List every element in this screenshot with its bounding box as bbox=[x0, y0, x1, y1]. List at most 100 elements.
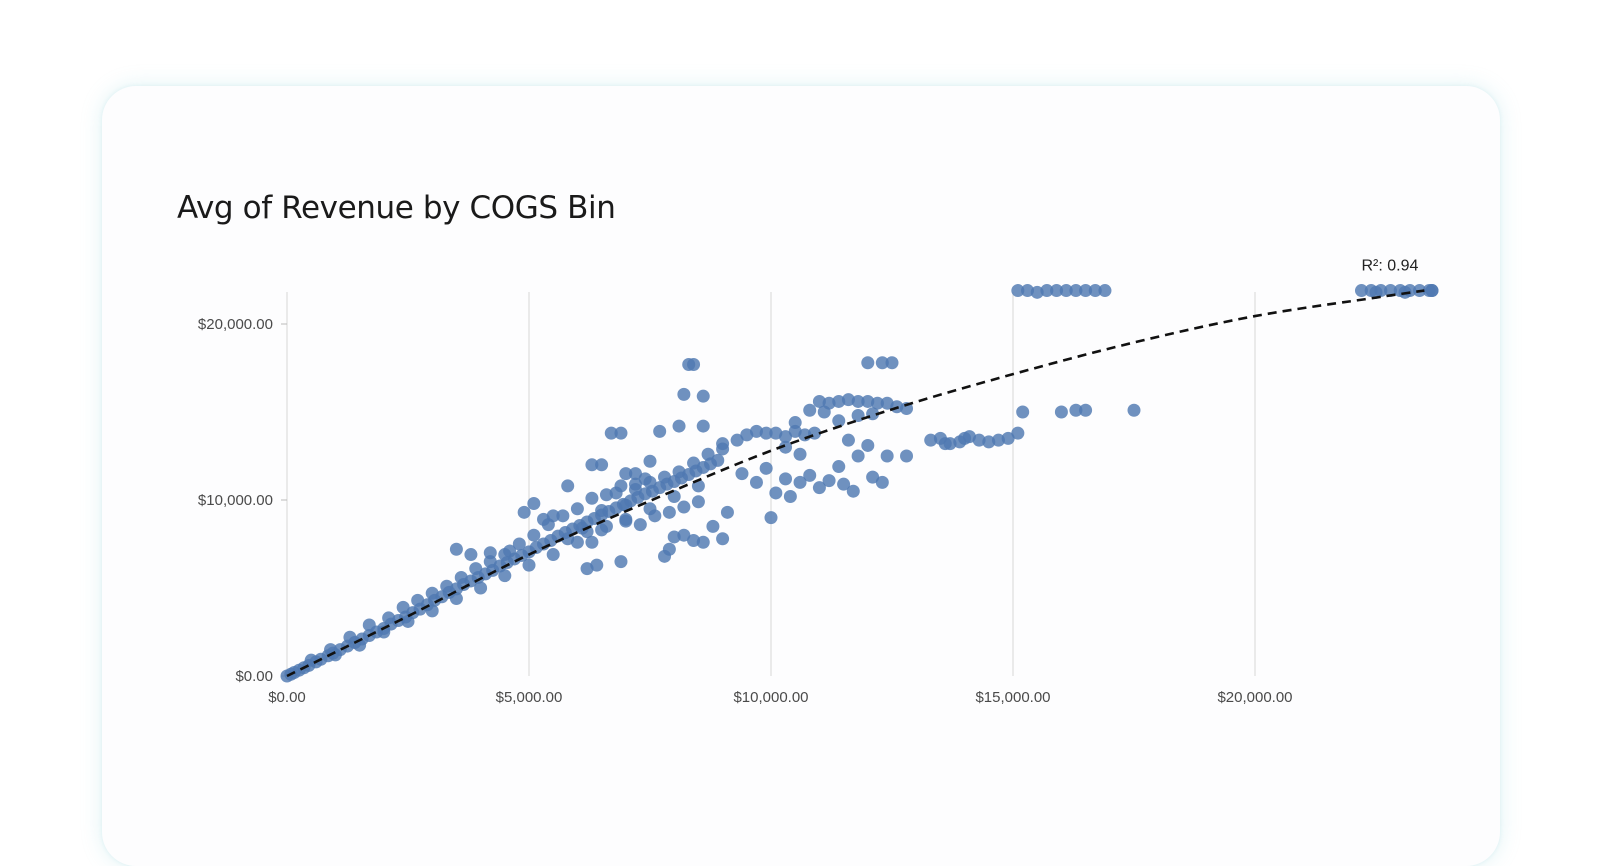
data-point bbox=[861, 394, 875, 408]
data-point bbox=[982, 435, 996, 449]
data-point bbox=[633, 518, 647, 532]
data-point bbox=[585, 458, 599, 472]
data-point bbox=[595, 458, 609, 472]
data-point bbox=[759, 426, 773, 440]
data-point bbox=[662, 505, 676, 519]
data-point bbox=[779, 472, 793, 486]
data-point bbox=[687, 533, 701, 547]
data-point bbox=[546, 548, 560, 562]
data-point bbox=[561, 479, 575, 493]
data-point bbox=[638, 472, 652, 486]
data-point bbox=[817, 405, 831, 419]
data-point bbox=[866, 470, 880, 484]
data-point bbox=[851, 449, 865, 463]
data-point bbox=[1054, 405, 1068, 419]
data-point bbox=[614, 555, 628, 569]
y-tick-label-2: $20,000.00 bbox=[198, 316, 273, 333]
data-point bbox=[1069, 403, 1083, 417]
data-point bbox=[619, 467, 633, 481]
data-point bbox=[812, 481, 826, 495]
data-point bbox=[861, 356, 875, 370]
x-tick-label-2: $10,000.00 bbox=[733, 689, 808, 706]
data-point bbox=[783, 489, 797, 503]
data-point bbox=[454, 570, 468, 584]
data-point bbox=[687, 456, 701, 470]
trendline bbox=[286, 289, 1425, 678]
x-tick-label-4: $20,000.00 bbox=[1217, 689, 1292, 706]
data-point bbox=[1011, 284, 1025, 298]
data-point bbox=[590, 558, 604, 572]
data-point bbox=[1079, 284, 1093, 298]
data-point bbox=[706, 519, 720, 533]
data-point bbox=[1088, 284, 1102, 298]
data-point bbox=[449, 542, 463, 556]
data-point bbox=[793, 475, 807, 489]
data-point bbox=[832, 394, 846, 408]
data-point bbox=[1001, 431, 1015, 445]
data-point bbox=[779, 430, 793, 444]
x-axis: $0.00 $5,000.00 $10,000.00 $15,000.00 $20,00… bbox=[268, 689, 1292, 706]
chart-title: Avg of Revenue by COGS Bin bbox=[177, 190, 616, 226]
data-point bbox=[779, 440, 793, 454]
data-point bbox=[846, 484, 860, 498]
data-point bbox=[527, 497, 541, 511]
data-point bbox=[396, 600, 410, 614]
data-point bbox=[1098, 284, 1112, 298]
data-point bbox=[749, 475, 763, 489]
data-point bbox=[716, 532, 730, 546]
data-point bbox=[677, 387, 691, 401]
data-point bbox=[1354, 284, 1368, 298]
data-point bbox=[900, 401, 914, 415]
data-point bbox=[1021, 284, 1035, 298]
data-point bbox=[498, 569, 512, 583]
data-point bbox=[972, 433, 986, 447]
data-point bbox=[648, 509, 662, 523]
data-point bbox=[643, 454, 657, 468]
data-point bbox=[411, 593, 425, 607]
data-point bbox=[691, 495, 705, 509]
data-point bbox=[812, 394, 826, 408]
data-point bbox=[730, 433, 744, 447]
data-point bbox=[1425, 284, 1439, 298]
data-point bbox=[503, 544, 517, 558]
data-point bbox=[870, 396, 884, 410]
data-point bbox=[1127, 403, 1141, 417]
data-point bbox=[720, 505, 734, 519]
data-point bbox=[658, 470, 672, 484]
data-point bbox=[991, 433, 1005, 447]
y-tick-label-0: $0.00 bbox=[235, 668, 273, 685]
data-point bbox=[449, 592, 463, 606]
data-point bbox=[377, 625, 391, 639]
data-point bbox=[483, 546, 497, 560]
data-point bbox=[841, 393, 855, 407]
data-point bbox=[885, 356, 899, 370]
data-point bbox=[875, 356, 889, 370]
data-point bbox=[614, 426, 628, 440]
data-point bbox=[599, 519, 613, 533]
data-point bbox=[793, 447, 807, 461]
data-point bbox=[696, 535, 710, 549]
data-point bbox=[851, 394, 865, 408]
data-point bbox=[440, 579, 454, 593]
scatter-chart: $0.00$10,000.00$20,000.00$0.00 $5,000.00 $… bbox=[198, 258, 1439, 706]
r-squared-label: R²: 0.94 bbox=[1361, 258, 1418, 275]
x-tick-label-1: $5,000.00 bbox=[496, 689, 563, 706]
data-point bbox=[1369, 285, 1383, 299]
data-point bbox=[595, 504, 609, 518]
data-points bbox=[280, 284, 1439, 683]
y-axis: $0.00 $10,000.00 $20,000.00 bbox=[198, 316, 287, 685]
data-point bbox=[851, 409, 865, 423]
data-point bbox=[687, 357, 701, 371]
data-point bbox=[401, 614, 415, 628]
data-point bbox=[599, 488, 613, 502]
data-point bbox=[759, 461, 773, 475]
data-point bbox=[628, 467, 642, 481]
data-point bbox=[841, 433, 855, 447]
data-point bbox=[711, 453, 725, 467]
data-point bbox=[425, 586, 439, 600]
data-point bbox=[628, 477, 642, 491]
data-point bbox=[1069, 284, 1083, 298]
data-point bbox=[958, 431, 972, 445]
x-tick-label-3: $15,000.00 bbox=[975, 689, 1050, 706]
data-point bbox=[672, 465, 686, 479]
